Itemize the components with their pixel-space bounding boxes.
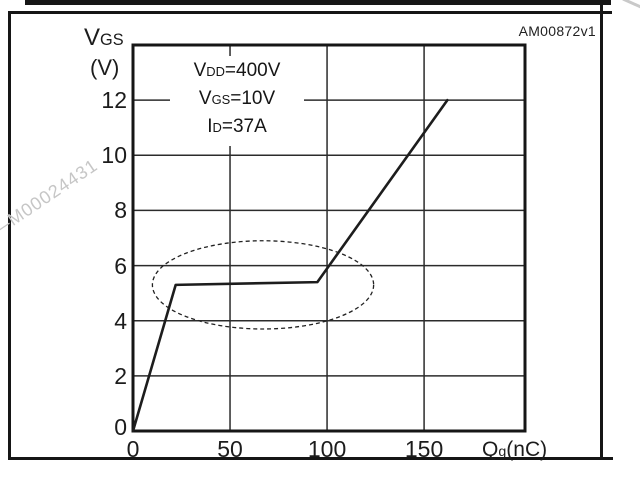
x-axis-title: Qg(nC): [482, 438, 548, 461]
scan-edge-bar: [25, 0, 611, 5]
frame-overshoot-right: [600, 3, 603, 12]
y-tick-label: 4: [114, 307, 127, 334]
plot-border: [131, 43, 527, 433]
conditions-box: VDD=400V VGS=10V ID=37A: [170, 56, 304, 146]
y-tick-label: 12: [101, 87, 127, 114]
y-tick-label: 2: [114, 362, 127, 389]
condition-line: ID=37A: [207, 116, 267, 137]
y-tick-label: 8: [114, 197, 127, 224]
y-tick-label: 6: [114, 252, 127, 279]
condition-line: VGS=10V: [198, 88, 276, 109]
x-tick-label: 100: [307, 436, 347, 462]
condition-line: VDD=400V: [193, 60, 281, 81]
x-tick-label: 150: [404, 436, 444, 462]
x-tick-label: 0: [126, 436, 140, 462]
highlight-ellipse: [151, 240, 375, 330]
frame-overshoot-bottom: [603, 457, 613, 460]
y-axis-unit: (V): [90, 55, 120, 80]
figure-code: AM00872v1: [518, 23, 596, 39]
figure-frame: [8, 11, 603, 460]
y-axis-title: VGS: [84, 24, 124, 51]
frame-overshoot-top: [603, 11, 612, 14]
gate-charge-curve: [131, 98, 449, 433]
x-tick-label: 50: [217, 436, 243, 462]
y-tick-label: 10: [101, 142, 127, 169]
y-tick-label: 0: [114, 414, 127, 440]
